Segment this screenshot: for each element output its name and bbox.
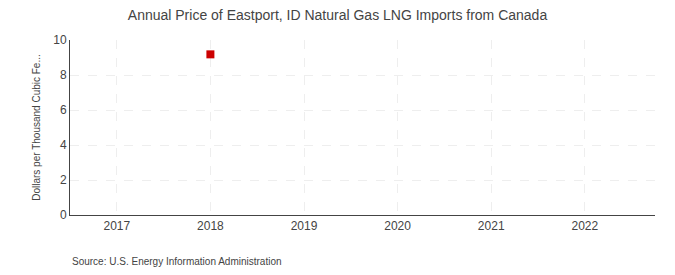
svg-text:Dollars per Thousand Cubic Fe.: Dollars per Thousand Cubic Fe... bbox=[31, 54, 42, 201]
svg-text:4: 4 bbox=[60, 138, 67, 152]
svg-text:2021: 2021 bbox=[478, 219, 505, 233]
svg-text:6: 6 bbox=[60, 103, 67, 117]
svg-text:2020: 2020 bbox=[384, 219, 411, 233]
svg-text:10: 10 bbox=[53, 33, 67, 47]
svg-text:8: 8 bbox=[60, 68, 67, 82]
svg-text:2017: 2017 bbox=[103, 219, 130, 233]
svg-text:2022: 2022 bbox=[571, 219, 598, 233]
svg-text:0: 0 bbox=[60, 208, 67, 222]
svg-text:2019: 2019 bbox=[291, 219, 318, 233]
svg-text:Annual Price of Eastport, ID N: Annual Price of Eastport, ID Natural Gas… bbox=[128, 7, 548, 23]
svg-text:Source: U.S. Energy Informatio: Source: U.S. Energy Information Administ… bbox=[72, 256, 282, 267]
svg-text:2018: 2018 bbox=[197, 219, 224, 233]
svg-text:2: 2 bbox=[60, 173, 67, 187]
